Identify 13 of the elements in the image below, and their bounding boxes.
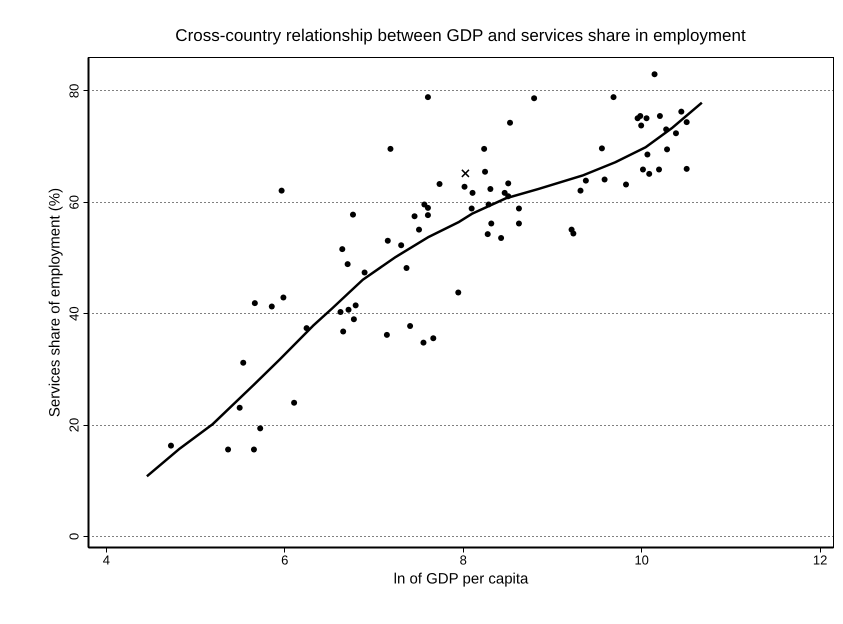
x-axis-title: ln of GDP per capita bbox=[394, 570, 530, 588]
x-tick-label: 12 bbox=[812, 552, 828, 568]
y-tick-label: 40 bbox=[66, 306, 82, 321]
x-tick-label: 6 bbox=[281, 552, 288, 568]
x-tick-label: 4 bbox=[102, 552, 110, 568]
y-tick-label: 60 bbox=[66, 195, 82, 210]
y-tick-label: 0 bbox=[66, 532, 82, 540]
chart-title: Cross-country relationship between GDP and services share in employment bbox=[175, 26, 746, 45]
y-tick-label: 20 bbox=[66, 418, 82, 432]
x-tick-label: 8 bbox=[460, 552, 467, 568]
x-tick-label: 10 bbox=[634, 552, 649, 568]
y-axis-title: Services share of employment (%) bbox=[46, 188, 64, 418]
y-tick-label: 80 bbox=[66, 84, 82, 98]
